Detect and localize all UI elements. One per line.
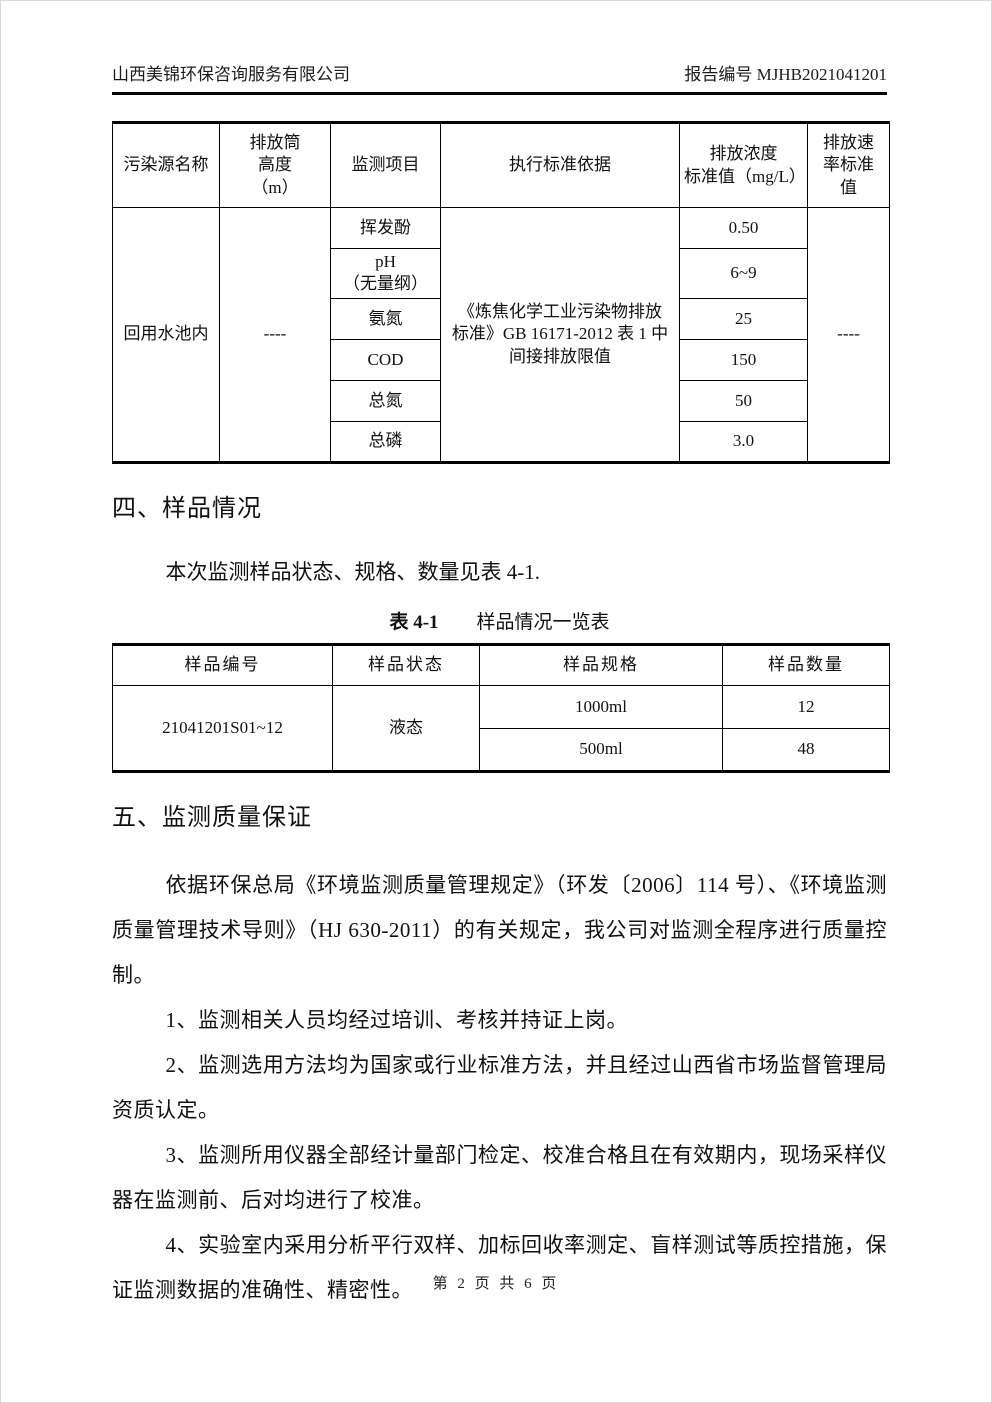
col-header-sample-id: 样品编号 — [112, 643, 333, 686]
running-header: 山西美锦环保咨询服务有限公司 报告编号 MJHB2021041201 — [112, 0, 887, 95]
item-cell: 总氮 — [330, 379, 441, 422]
rate-value-cell: ---- — [807, 207, 890, 463]
item-cell: 氨氮 — [330, 297, 441, 340]
col-header-rate: 排放速 率标准 值 — [807, 122, 890, 208]
caption-title: 样品情况一览表 — [476, 611, 610, 633]
table-row: 回用水池内 ---- 挥发酚 《炼焦化学工业污染物排放 标准》GB 16171-… — [112, 207, 890, 463]
caption-label: 表 4-1 — [389, 611, 439, 633]
sample-qty-cell: 48 — [722, 727, 890, 772]
table-row: COD 150 — [113, 338, 890, 381]
item-cell: 总磷 — [330, 420, 441, 463]
page-number: 第 2 页 共 6 页 — [432, 1276, 560, 1292]
sample-id-cell: 21041201S01~12 — [112, 684, 333, 772]
standard-basis-cell: 《炼焦化学工业污染物排放 标准》GB 16171-2012 表 1 中 间接排放… — [440, 207, 680, 463]
value-cell: 150 — [679, 338, 808, 381]
samples-table-header-row: 样品编号 样品状态 样品规格 样品数量 — [112, 643, 890, 686]
col-header-item: 监测项目 — [330, 122, 441, 208]
item-cell: COD — [330, 338, 441, 381]
sample-spec-cell: 500ml — [479, 727, 723, 772]
sample-state-cell: 液态 — [332, 684, 480, 772]
value-cell: 3.0 — [679, 420, 808, 463]
value-cell: 25 — [679, 297, 808, 340]
table-row: pH （无量纲） 6~9 — [113, 248, 890, 299]
col-header-basis: 执行标准依据 — [440, 122, 680, 208]
value-cell: 6~9 — [679, 248, 808, 299]
paragraph: 3、监测所用仪器全部经计量部门检定、校准合格且在有效期内，现场采样仪器在监测前、… — [112, 1142, 887, 1212]
table-row: 总磷 3.0 — [113, 420, 890, 463]
col-header-sample-spec: 样品规格 — [479, 643, 723, 686]
paragraph: 1、监测相关人员均经过培训、考核并持证上岗。 — [165, 1007, 629, 1032]
col-header-source: 污染源名称 — [112, 122, 220, 208]
section4-title: 四、样品情况 — [112, 495, 262, 522]
stack-height-cell: ---- — [219, 207, 331, 463]
value-cell: 0.50 — [679, 207, 808, 249]
col-header-sample-state: 样品状态 — [332, 643, 480, 686]
source-name-cell: 回用水池内 — [112, 207, 220, 463]
report-number: 报告编号 MJHB2021041201 — [684, 65, 887, 84]
section5-body: 依据环保总局《环境监测质量管理规定》（环发〔2006〕114 号）、《环境监测质… — [112, 863, 887, 1313]
table-row: 500ml 48 — [113, 727, 890, 772]
table-row: 氨氮 25 — [113, 297, 890, 340]
sample-qty-cell: 12 — [722, 684, 890, 729]
col-header-stack-height: 排放筒 高度 （m） — [219, 122, 331, 208]
samples-table: 样品编号 样品状态 样品规格 样品数量 21041201S01~12 液态 10… — [112, 642, 890, 773]
section5-title: 五、监测质量保证 — [112, 804, 312, 831]
standards-table-header-row: 污染源名称 排放筒 高度 （m） 监测项目 执行标准依据 排放浓度 标准值（mg… — [112, 122, 890, 208]
paragraph: 4、实验室内采用分析平行双样、加标回收率测定、盲样测试等质控措施，保证监测数据的… — [112, 1232, 887, 1302]
col-header-sample-qty: 样品数量 — [722, 643, 890, 686]
table-row: 21041201S01~12 液态 1000ml 12 — [112, 684, 890, 772]
col-header-concentration: 排放浓度 标准值（mg/L） — [679, 122, 808, 208]
table-4-1-caption: 表 4-1 样品情况一览表 — [112, 607, 887, 634]
table-row: 总氮 50 — [113, 379, 890, 422]
sample-spec-cell: 1000ml — [479, 684, 723, 729]
paragraph: 依据环保总局《环境监测质量管理规定》（环发〔2006〕114 号）、《环境监测质… — [112, 872, 887, 987]
item-cell: 挥发酚 — [330, 207, 441, 249]
value-cell: 50 — [679, 379, 808, 422]
section4-intro: 本次监测样品状态、规格、数量见表 4-1. — [165, 559, 541, 584]
item-cell: pH （无量纲） — [330, 248, 441, 299]
standards-table: 污染源名称 排放筒 高度 （m） 监测项目 执行标准依据 排放浓度 标准值（mg… — [112, 121, 890, 464]
company-name: 山西美锦环保咨询服务有限公司 — [112, 65, 350, 84]
paragraph: 2、监测选用方法均为国家或行业标准方法，并且经过山西省市场监督管理局资质认定。 — [112, 1052, 887, 1122]
